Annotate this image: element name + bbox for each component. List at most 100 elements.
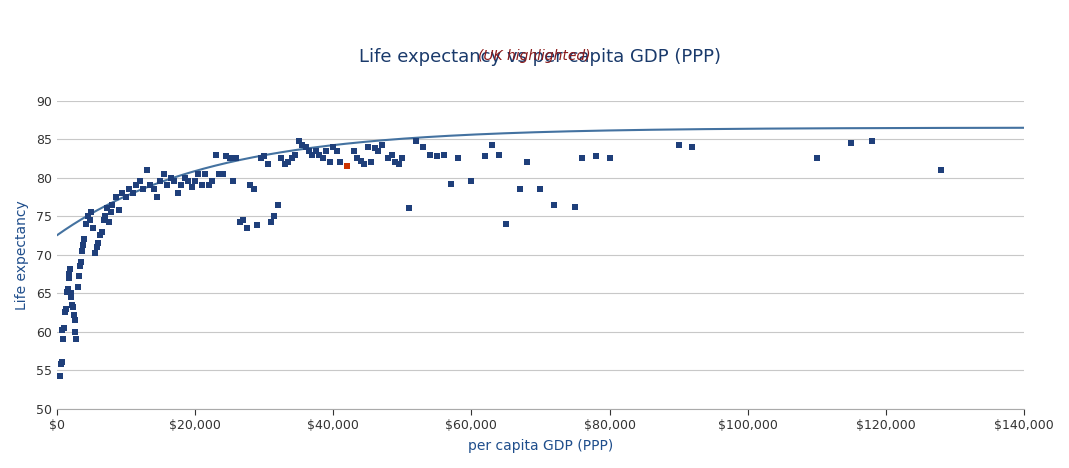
Point — [56, 324, 73, 331]
Title: Life expectancy vs per capita GDP (PPP): Life expectancy vs per capita GDP (PPP) — [359, 48, 722, 66]
Point — [235, 216, 252, 224]
Point — [73, 259, 90, 266]
Point — [200, 182, 217, 189]
Point — [104, 201, 121, 208]
Point — [169, 189, 186, 197]
Point — [186, 178, 203, 185]
Point — [483, 141, 500, 149]
Point — [384, 151, 401, 158]
Point — [180, 178, 197, 185]
Point — [331, 159, 348, 166]
Point — [118, 193, 135, 201]
Point — [176, 174, 193, 182]
Point — [370, 147, 387, 154]
Point — [435, 151, 452, 158]
Point — [76, 235, 93, 243]
Point — [90, 239, 107, 247]
Point — [57, 309, 74, 316]
Point — [77, 220, 94, 227]
Point — [366, 145, 383, 152]
Point — [808, 154, 825, 162]
Point — [69, 283, 87, 291]
Point — [64, 303, 81, 311]
X-axis label: per capita GDP (PPP): per capita GDP (PPP) — [468, 439, 614, 453]
Point — [390, 160, 407, 168]
Point — [255, 153, 273, 160]
Point — [197, 170, 214, 177]
Point — [317, 147, 335, 154]
Point — [60, 274, 77, 281]
Point — [114, 189, 131, 197]
Point — [297, 143, 314, 151]
Point — [864, 137, 881, 145]
Point — [245, 185, 262, 193]
Point — [62, 289, 79, 297]
Point — [518, 159, 536, 166]
Point — [415, 143, 432, 151]
Y-axis label: Life expectancy: Life expectancy — [15, 200, 29, 309]
Point — [387, 159, 404, 166]
Point — [87, 249, 104, 257]
Point — [228, 154, 245, 162]
Point — [103, 209, 120, 216]
Point — [573, 154, 590, 162]
Point — [587, 153, 604, 160]
Point — [81, 216, 98, 224]
Point — [286, 151, 304, 158]
Point — [567, 203, 584, 211]
Point — [159, 182, 176, 189]
Point — [321, 159, 338, 166]
Point — [121, 185, 138, 193]
Point — [63, 301, 80, 308]
Point — [149, 193, 166, 201]
Point — [308, 147, 325, 154]
Point — [273, 154, 290, 162]
Point — [546, 201, 563, 208]
Point — [491, 151, 508, 158]
Point — [67, 328, 84, 336]
Point — [684, 143, 701, 151]
Text: (UK highlighted): (UK highlighted) — [478, 49, 591, 63]
Point — [72, 263, 89, 270]
Point — [193, 182, 211, 189]
Point — [276, 160, 293, 168]
Point — [532, 185, 549, 193]
Point — [96, 212, 113, 220]
Point — [110, 206, 127, 214]
Point — [95, 216, 112, 224]
Point — [283, 154, 300, 162]
Point — [131, 178, 149, 185]
Point — [356, 160, 373, 168]
Point — [100, 219, 118, 226]
Point — [511, 185, 528, 193]
Point — [249, 222, 266, 229]
Point — [214, 170, 231, 177]
Point — [162, 174, 180, 182]
Point — [155, 170, 172, 177]
Point — [269, 201, 286, 208]
Point — [127, 182, 144, 189]
Point — [166, 178, 183, 185]
Point — [443, 180, 460, 188]
Point — [266, 212, 283, 220]
Point — [497, 220, 514, 227]
Point — [79, 212, 96, 220]
Point — [63, 293, 80, 301]
Point — [145, 185, 162, 193]
Point — [71, 272, 88, 280]
Point — [242, 182, 259, 189]
Point — [135, 185, 152, 193]
Point — [304, 151, 321, 158]
Point — [932, 166, 949, 174]
Point — [89, 243, 106, 251]
Point — [55, 336, 72, 343]
Point — [263, 219, 280, 226]
Point — [231, 219, 248, 226]
Point — [221, 154, 238, 162]
Point — [107, 193, 124, 201]
Point — [311, 151, 328, 158]
Point — [379, 154, 397, 162]
Point — [66, 316, 83, 324]
Point — [73, 247, 90, 255]
Point — [52, 360, 69, 368]
